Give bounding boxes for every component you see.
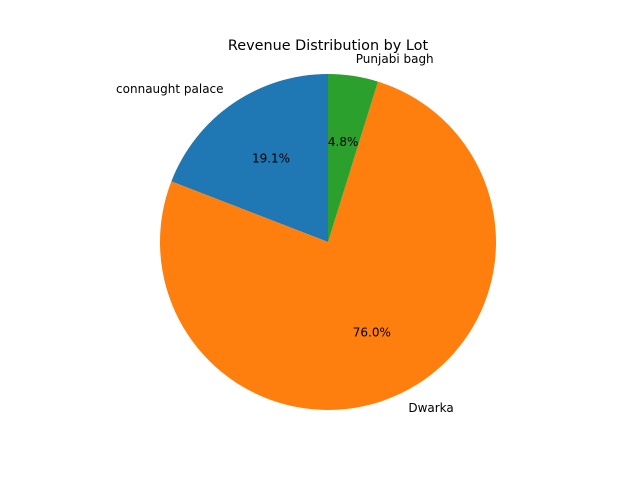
chart-title: Revenue Distribution by Lot (228, 38, 429, 54)
slice-label-punjabi-bagh: Punjabi bagh (356, 52, 434, 66)
pie-slice-connaught-palace (171, 74, 328, 242)
slice-label-dwarka: Dwarka (408, 401, 453, 415)
pie-slice-punjabi-bagh (328, 74, 378, 242)
slice-label-connaught-palace: connaught palace (116, 82, 224, 96)
pie-slices (160, 74, 496, 410)
percent-label-dwarka: 76.0% (353, 325, 391, 339)
percent-label-connaught-palace: 19.1% (252, 151, 290, 165)
pie-slice-dwarka (160, 81, 496, 410)
percent-label-punjabi-bagh: 4.8% (328, 135, 359, 149)
pie-labels: connaught palace 19.1% Dwarka 76.0% Punjabi … (116, 52, 454, 415)
